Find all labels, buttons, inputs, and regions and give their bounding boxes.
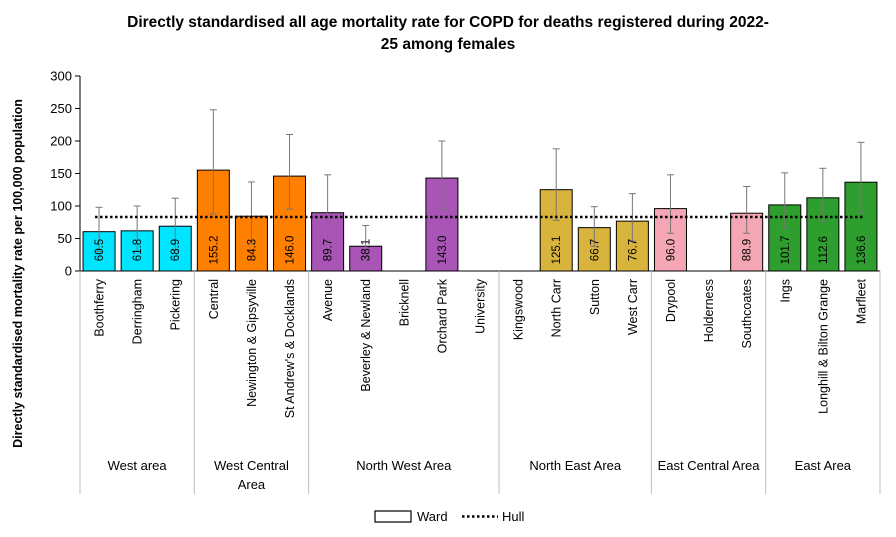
chart-title: Directly standardised all age mortality …	[127, 14, 769, 53]
data-label: 101.7	[780, 236, 792, 265]
data-label: 76.7	[627, 239, 639, 261]
x-tick-label: Kingswood	[512, 279, 526, 340]
legend-ward-swatch	[374, 510, 412, 523]
data-label: 38.1	[361, 239, 373, 261]
y-axis: 0 50 100 150 200 250 300	[50, 69, 81, 279]
data-label: 84.3	[246, 239, 258, 261]
x-tick-label: Southcoates	[740, 279, 754, 349]
error-bar	[362, 225, 370, 260]
data-label: 136.6	[856, 236, 868, 265]
x-tick-label: Pickering	[169, 279, 183, 330]
error-bar	[171, 197, 179, 251]
data-label: 96.0	[665, 239, 677, 261]
data-label: 66.7	[589, 239, 601, 261]
data-label: 88.9	[742, 239, 754, 261]
x-tick-label: Holderness	[702, 279, 716, 342]
y-tick-label: 300	[50, 69, 72, 84]
error-bar	[286, 134, 294, 210]
error-bar	[552, 148, 560, 221]
data-label: 61.8	[132, 239, 144, 261]
x-tick-label: Marfleet	[854, 278, 868, 324]
x-tick-label: Longhill & Bilton Grange	[816, 279, 830, 414]
x-tick-label: North Carr	[550, 279, 564, 337]
x-tick-label: West Carr	[626, 279, 640, 335]
group-label: West area	[108, 458, 168, 473]
group-label: East Central Area	[658, 458, 761, 473]
x-tick-label: Orchard Park	[435, 278, 449, 353]
error-bar	[247, 181, 255, 245]
y-tick-label: 50	[58, 231, 72, 246]
legend: Ward Hull	[374, 509, 525, 524]
x-tick-label: Central	[207, 279, 221, 319]
error-bar	[666, 174, 674, 234]
group-label: Area	[238, 477, 266, 492]
error-bar	[781, 172, 789, 230]
data-label: 60.5	[94, 239, 106, 261]
legend-hull-label: Hull	[502, 509, 525, 524]
x-tick-label: Derringham	[131, 279, 145, 344]
y-tick-label: 150	[50, 166, 72, 181]
x-tick-label: Boothferry	[93, 278, 107, 336]
error-bar	[95, 206, 103, 252]
x-tick-label: St Andrew's & Docklands	[283, 279, 297, 418]
data-label: 155.2	[208, 236, 220, 265]
x-tick-label: Ings	[778, 279, 792, 303]
error-bar	[438, 140, 446, 210]
data-label: 143.0	[437, 236, 449, 265]
data-label: 146.0	[285, 236, 297, 265]
legend-ward-label: Ward	[417, 509, 448, 524]
y-tick-label: 0	[65, 264, 72, 279]
y-tick-label: 250	[50, 101, 72, 116]
bars: 60.5 61.8 68.9 155.2 84.3 146.0 89.7 38.1 143.0 1…	[82, 109, 878, 272]
error-bar	[743, 186, 751, 234]
x-tick-label: Beverley & Newland	[359, 279, 373, 392]
error-bar	[209, 109, 217, 215]
y-tick-label: 100	[50, 199, 72, 214]
data-label: 89.7	[323, 239, 335, 261]
y-tick-label: 200	[50, 134, 72, 149]
group-label: East Area	[795, 458, 852, 473]
error-bar	[324, 174, 332, 243]
data-label: 125.1	[551, 236, 563, 265]
error-bar	[133, 205, 141, 252]
error-bar	[819, 167, 827, 223]
x-tick-label: Newington & Gipsyville	[245, 279, 259, 407]
x-axis: Boothferry Derringham Pickering Central Newi…	[79, 270, 881, 494]
group-label: North West Area	[356, 458, 452, 473]
data-label: 68.9	[170, 239, 182, 261]
error-bar	[857, 141, 865, 213]
x-tick-label: Bricknell	[397, 279, 411, 326]
data-label: 112.6	[818, 236, 830, 264]
chart-title-line: 25 among females	[381, 36, 515, 53]
y-axis-title: Directly standardised mortality rate per…	[11, 99, 25, 448]
x-tick-label: University	[474, 278, 488, 334]
x-tick-label: Sutton	[588, 279, 602, 315]
x-tick-label: Avenue	[321, 279, 335, 321]
y-axis-label: Directly standardised mortality rate per…	[11, 99, 25, 448]
group-label: North East Area	[529, 458, 622, 473]
group-label: West Central	[214, 458, 289, 473]
chart-title-line: Directly standardised all age mortality …	[127, 14, 769, 31]
error-bar	[590, 206, 598, 247]
x-tick-label: Drypool	[664, 279, 678, 322]
